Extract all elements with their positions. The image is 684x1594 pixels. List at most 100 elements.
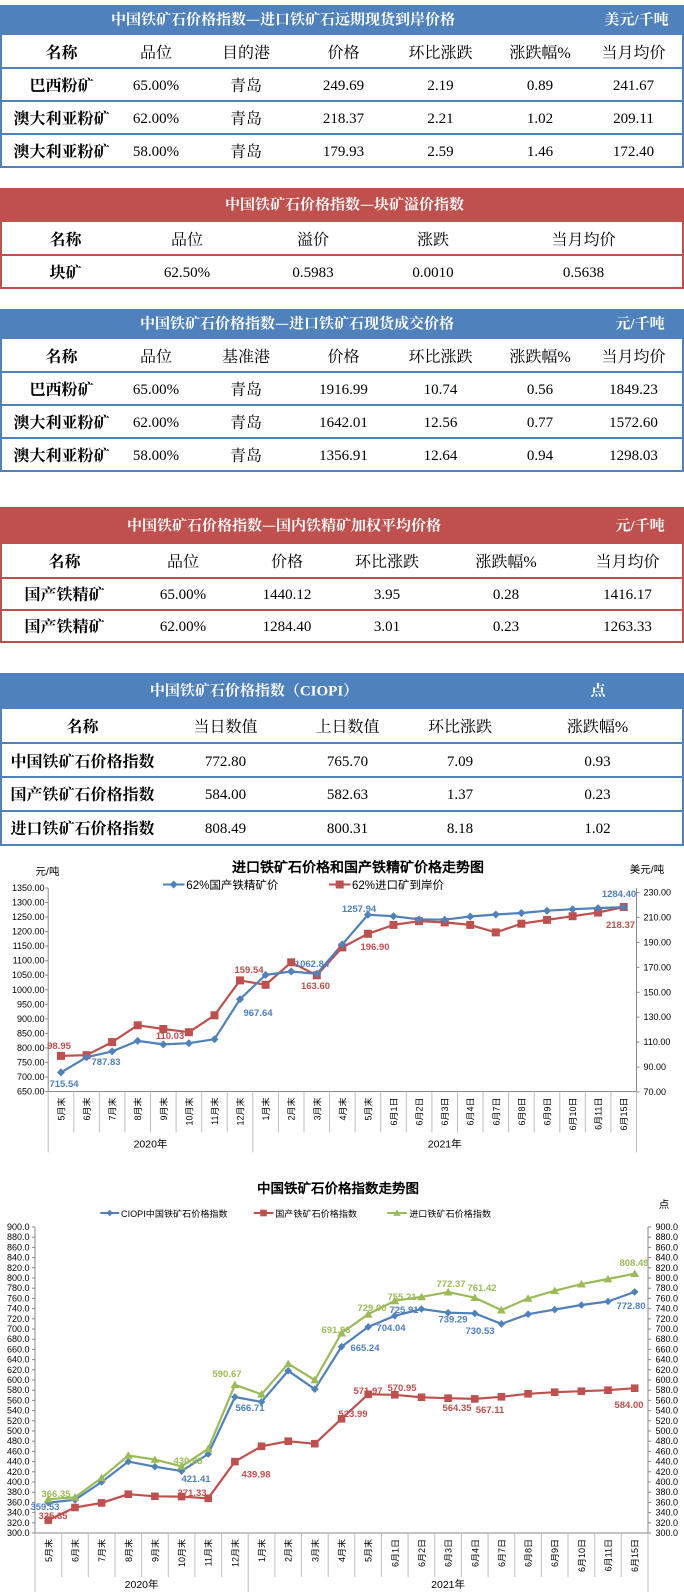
svg-text:880.0: 880.0: [656, 1230, 679, 1243]
svg-text:1050.00: 1050.00: [12, 968, 45, 981]
svg-text:1062.84: 1062.84: [295, 956, 330, 970]
svg-text:360.0: 360.0: [7, 1495, 30, 1508]
svg-text:7月末: 7月末: [95, 1539, 108, 1562]
svg-text:4月末: 4月末: [335, 1539, 348, 1562]
svg-text:CIOPI中国铁矿石价格指数: CIOPI中国铁矿石价格指数: [121, 1206, 228, 1220]
svg-text:650.00: 650.00: [17, 1085, 45, 1098]
svg-text:340.0: 340.0: [7, 1506, 30, 1519]
svg-text:570.95: 570.95: [387, 1380, 417, 1394]
svg-text:660.0: 660.0: [7, 1342, 30, 1355]
svg-text:5月末: 5月末: [361, 1098, 374, 1121]
svg-text:564.35: 564.35: [442, 1400, 472, 1414]
svg-text:620.0: 620.0: [7, 1363, 30, 1376]
svg-text:560.0: 560.0: [7, 1393, 30, 1406]
svg-text:680.0: 680.0: [656, 1332, 679, 1345]
svg-text:2月末: 2月末: [282, 1539, 295, 1562]
svg-text:567.11: 567.11: [476, 1402, 505, 1416]
svg-text:772.37: 772.37: [436, 1276, 465, 1290]
svg-text:691.96: 691.96: [321, 1322, 350, 1336]
svg-text:640.0: 640.0: [7, 1353, 30, 1366]
svg-text:196.90: 196.90: [360, 939, 389, 953]
svg-text:6月15日: 6月15日: [617, 1098, 630, 1131]
svg-text:国产铁矿石价格指数: 国产铁矿石价格指数: [275, 1206, 357, 1220]
svg-text:230.00: 230.00: [644, 886, 672, 899]
svg-text:700.00: 700.00: [17, 1070, 45, 1083]
svg-text:159.54: 159.54: [234, 962, 264, 976]
svg-text:420.0: 420.0: [7, 1465, 30, 1478]
svg-text:6月2日: 6月2日: [413, 1098, 426, 1126]
svg-text:750.00: 750.00: [17, 1055, 45, 1068]
svg-text:6月1日: 6月1日: [388, 1539, 401, 1567]
svg-text:6月9日: 6月9日: [548, 1539, 561, 1567]
svg-text:730.53: 730.53: [465, 1323, 494, 1337]
svg-text:90.00: 90.00: [644, 1060, 667, 1073]
svg-text:850.00: 850.00: [17, 1026, 45, 1039]
svg-text:571.97: 571.97: [353, 1383, 382, 1397]
svg-text:8月末: 8月末: [131, 1098, 144, 1121]
svg-text:6月7日: 6月7日: [495, 1539, 508, 1567]
svg-text:808.49: 808.49: [619, 1255, 648, 1269]
svg-text:10月末: 10月末: [182, 1098, 195, 1126]
svg-text:6月15日: 6月15日: [628, 1539, 641, 1572]
svg-text:62%进口矿到岸价: 62%进口矿到岸价: [352, 877, 445, 893]
svg-text:421.41: 421.41: [181, 1471, 211, 1485]
svg-text:1月末: 1月末: [259, 1098, 272, 1121]
svg-text:360.0: 360.0: [656, 1495, 679, 1508]
svg-text:325.35: 325.35: [38, 1508, 68, 1522]
svg-text:665.24: 665.24: [350, 1340, 380, 1354]
svg-text:900.0: 900.0: [7, 1220, 30, 1233]
svg-text:900.0: 900.0: [656, 1220, 679, 1233]
svg-text:6月8日: 6月8日: [515, 1098, 528, 1126]
svg-text:772.80: 772.80: [616, 1298, 645, 1312]
svg-text:560.0: 560.0: [656, 1393, 679, 1406]
svg-text:62%国产铁精矿价: 62%国产铁精矿价: [186, 877, 279, 893]
svg-text:美元/吨: 美元/吨: [630, 862, 665, 877]
svg-text:761.42: 761.42: [467, 1280, 496, 1294]
svg-text:840.0: 840.0: [656, 1251, 679, 1264]
svg-text:1284.40: 1284.40: [602, 886, 636, 900]
svg-text:725.91: 725.91: [389, 1302, 419, 1316]
svg-text:700.0: 700.0: [656, 1322, 679, 1335]
svg-text:元/吨: 元/吨: [36, 864, 60, 879]
svg-text:580.0: 580.0: [656, 1383, 679, 1396]
svg-text:860.0: 860.0: [7, 1240, 30, 1253]
svg-text:98.95: 98.95: [47, 1038, 71, 1052]
svg-text:460.0: 460.0: [7, 1444, 30, 1457]
svg-text:440.0: 440.0: [7, 1455, 30, 1468]
svg-text:1350.00: 1350.00: [12, 881, 45, 894]
svg-text:6月8日: 6月8日: [522, 1539, 535, 1567]
svg-text:755.21: 755.21: [387, 1289, 417, 1303]
svg-text:6月末: 6月末: [69, 1539, 82, 1562]
svg-text:800.00: 800.00: [17, 1041, 45, 1054]
svg-text:439.98: 439.98: [241, 1467, 270, 1481]
svg-text:12月末: 12月末: [228, 1539, 241, 1567]
svg-text:6月3日: 6月3日: [442, 1539, 455, 1567]
svg-text:359.53: 359.53: [30, 1499, 59, 1513]
svg-text:520.0: 520.0: [7, 1414, 30, 1427]
svg-text:70.00: 70.00: [644, 1085, 667, 1098]
svg-text:6月4日: 6月4日: [464, 1098, 477, 1126]
svg-text:840.0: 840.0: [7, 1251, 30, 1264]
svg-text:3月末: 3月末: [308, 1539, 321, 1562]
svg-text:6月10日: 6月10日: [566, 1098, 579, 1131]
svg-text:163.60: 163.60: [301, 978, 330, 992]
svg-text:460.0: 460.0: [656, 1444, 679, 1457]
svg-text:1257.94: 1257.94: [342, 901, 377, 915]
svg-text:110.00: 110.00: [644, 1035, 671, 1048]
svg-text:620.0: 620.0: [656, 1363, 679, 1376]
svg-text:720.0: 720.0: [656, 1312, 679, 1325]
svg-text:5月末: 5月末: [55, 1098, 68, 1121]
svg-text:2020年: 2020年: [134, 1137, 168, 1152]
svg-text:300.0: 300.0: [7, 1526, 30, 1539]
svg-text:715.54: 715.54: [49, 1076, 79, 1090]
svg-text:170.00: 170.00: [644, 960, 672, 973]
svg-text:218.37: 218.37: [606, 917, 635, 931]
svg-text:740.0: 740.0: [7, 1302, 30, 1315]
svg-text:8月末: 8月末: [122, 1539, 135, 1562]
svg-text:760.0: 760.0: [7, 1291, 30, 1304]
svg-text:11月末: 11月末: [202, 1539, 215, 1566]
svg-text:1月末: 1月末: [255, 1539, 268, 1562]
svg-text:900.00: 900.00: [17, 1012, 45, 1025]
svg-text:6月11日: 6月11日: [602, 1539, 615, 1571]
svg-text:进口铁矿石价格指数: 进口铁矿石价格指数: [409, 1206, 491, 1220]
